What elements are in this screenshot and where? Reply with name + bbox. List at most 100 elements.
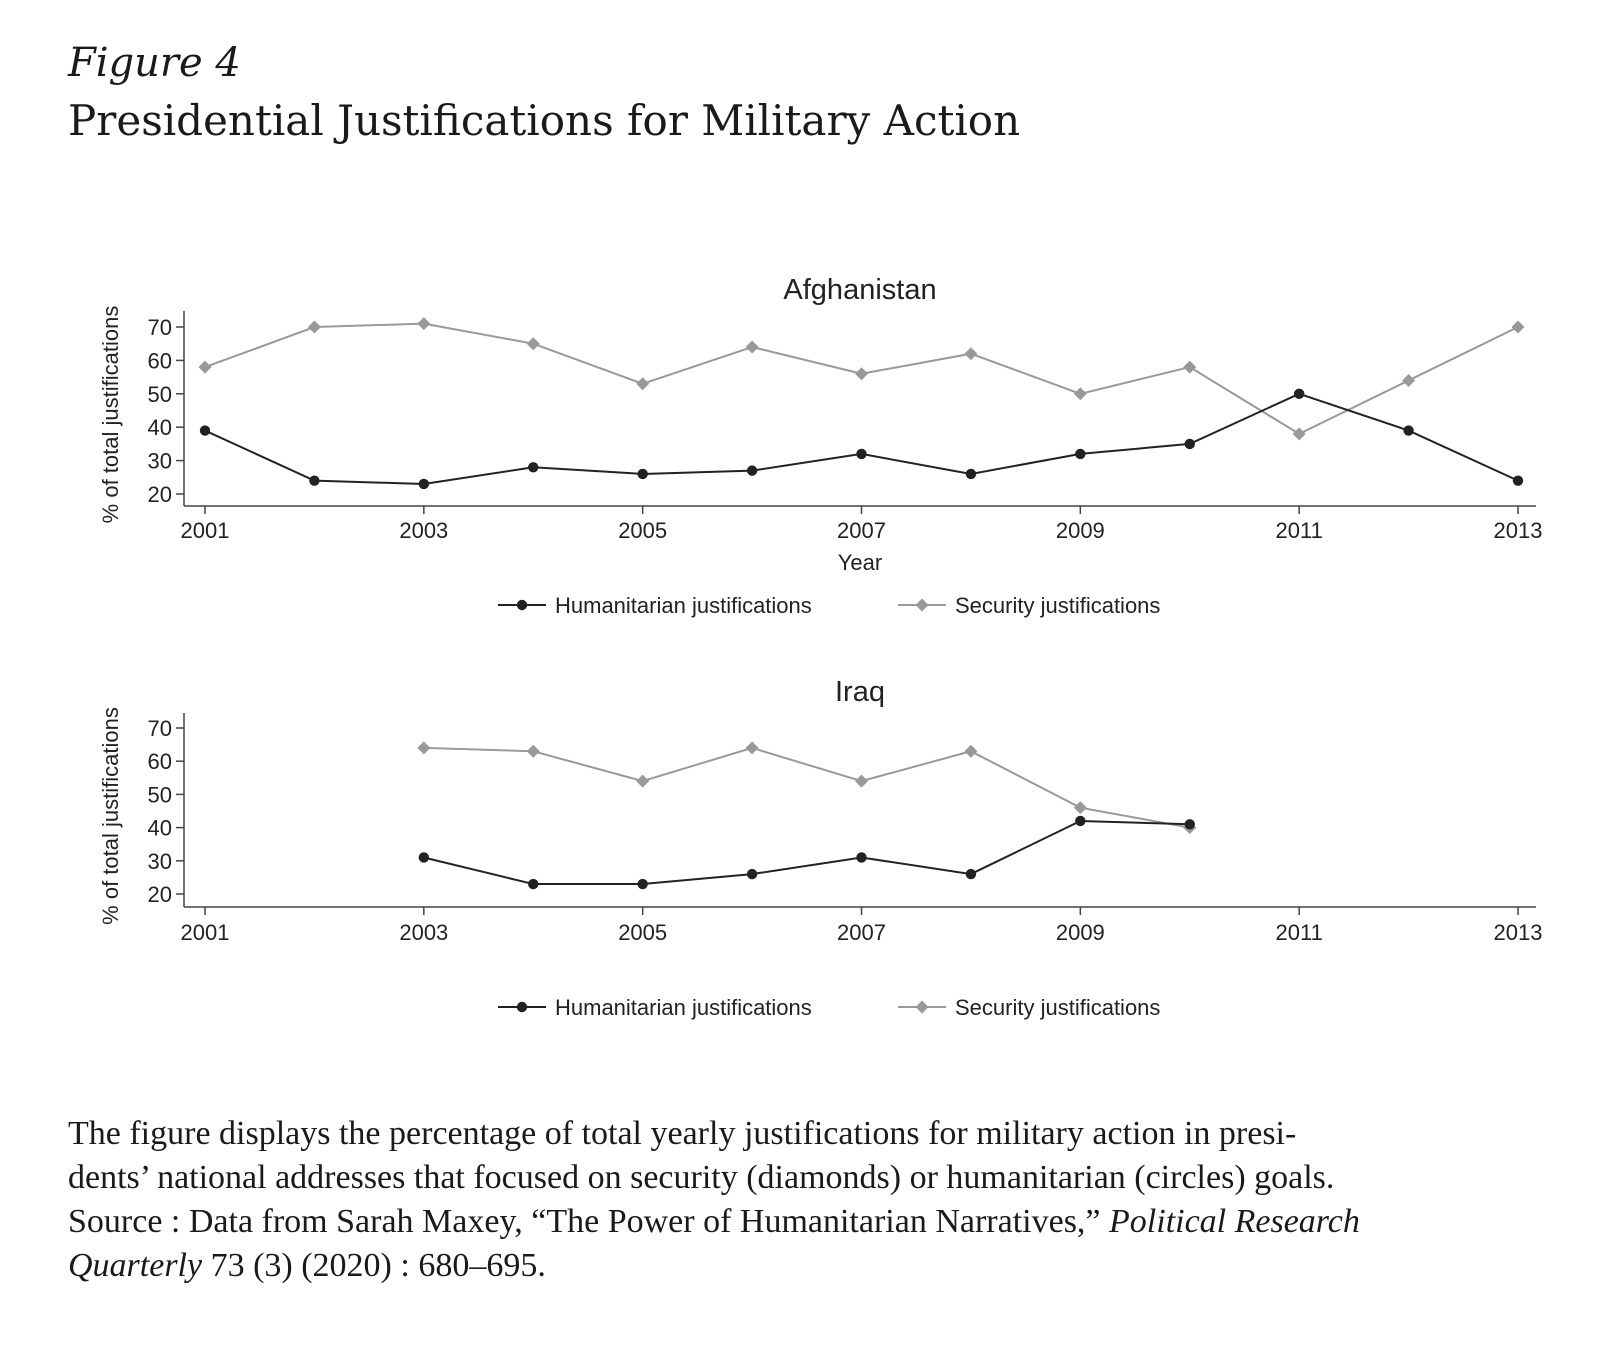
x-tick-label: 2001 — [181, 920, 230, 945]
legend-marker — [915, 598, 929, 612]
caption-journal-name-cont: Quarterly — [68, 1247, 203, 1284]
y-tick-label: 30 — [148, 449, 172, 474]
y-tick-label: 60 — [148, 749, 172, 774]
x-tick-label: 2013 — [1494, 920, 1543, 945]
y-tick-label: 40 — [148, 816, 172, 841]
security-point-2006 — [745, 340, 759, 354]
x-tick-label: 2009 — [1056, 518, 1105, 543]
humanitarian-point-2012 — [1403, 425, 1414, 436]
chart-title: Iraq — [835, 676, 885, 708]
series-humanitarian — [418, 815, 1195, 890]
humanitarian-point-2009 — [1075, 448, 1086, 460]
figure-caption: The figure displays the percentage of to… — [68, 1112, 1568, 1288]
caption-source-text: Source : Data from Sarah Maxey, “The Pow… — [68, 1203, 1110, 1240]
legend-marker — [516, 1001, 528, 1013]
humanitarian-point-2011 — [1293, 388, 1305, 399]
caption-line-1: The figure displays the percentage of to… — [68, 1115, 1297, 1152]
security-point-2004 — [526, 337, 540, 351]
humanitarian-point-2005 — [637, 878, 648, 890]
legend-marker — [915, 1000, 929, 1014]
security-point-2006 — [745, 741, 759, 755]
y-tick-label: 30 — [148, 849, 172, 874]
security-point-2005 — [636, 774, 650, 788]
series-security — [417, 741, 1197, 835]
x-tick-label: 2013 — [1494, 518, 1543, 543]
series-line — [204, 392, 1519, 485]
security-point-2002 — [307, 320, 321, 334]
humanitarian-point-2013 — [1512, 475, 1524, 486]
x-tick-label: 2003 — [399, 518, 448, 543]
y-tick-label: 50 — [148, 382, 172, 407]
humanitarian-point-2010 — [1184, 819, 1195, 830]
series-humanitarian — [199, 388, 1524, 490]
legend-label: Security justifications — [955, 995, 1160, 1020]
security-point-2007 — [855, 774, 868, 788]
x-tick-label: 2001 — [181, 518, 230, 543]
chart-legend: Humanitarian justifications Security just… — [498, 995, 1160, 1020]
y-tick-label: 60 — [148, 348, 172, 373]
y-tick-label: 20 — [148, 482, 172, 507]
humanitarian-point-2010 — [1184, 438, 1195, 450]
caption-line-4: Quarterly 73 (3) (2020) : 680–695. — [68, 1244, 1568, 1288]
series-line — [423, 819, 1190, 886]
chart-title: Afghanistan — [783, 274, 936, 306]
x-tick-label: 2007 — [837, 518, 886, 543]
security-point-2012 — [1402, 373, 1416, 387]
figure-label: Figure 4 — [68, 40, 241, 86]
humanitarian-point-2003 — [418, 478, 430, 490]
x-tick-label: 2009 — [1056, 920, 1105, 945]
humanitarian-point-2004 — [528, 462, 539, 473]
security-point-2003 — [417, 317, 431, 331]
chart-panel-iraq: Iraq 20 30 40 50 60 70 2001 2003 2005 2007 2009 2011… — [98, 676, 1542, 1020]
x-tick-label: 2005 — [618, 518, 667, 543]
caption-line-3: Source : Data from Sarah Maxey, “The Pow… — [68, 1200, 1568, 1244]
security-point-2004 — [526, 744, 540, 758]
y-tick-label: 50 — [148, 782, 172, 807]
humanitarian-point-2008 — [965, 468, 977, 480]
y-axis-label: % of total justifications — [98, 707, 123, 925]
humanitarian-point-2004 — [528, 878, 539, 890]
y-tick-label: 20 — [148, 882, 172, 907]
legend-label: Humanitarian justifications — [555, 593, 812, 618]
security-point-2011 — [1292, 427, 1306, 441]
legend-label: Humanitarian justifications — [555, 995, 812, 1020]
security-point-2001 — [198, 360, 212, 374]
legend-label: Security justifications — [955, 593, 1160, 618]
y-axis-label: % of total justifications — [98, 306, 123, 524]
chart-panel-afghanistan: Afghanistan 20 30 40 50 60 70 2001 2003 2005 2007 2… — [98, 274, 1542, 618]
chart-legend: Humanitarian justifications Security just… — [498, 593, 1160, 618]
humanitarian-point-2008 — [965, 868, 977, 880]
humanitarian-point-2006 — [746, 868, 758, 880]
security-point-2010 — [1183, 360, 1197, 374]
humanitarian-point-2005 — [637, 468, 648, 480]
humanitarian-point-2009 — [1075, 815, 1086, 827]
caption-citation: 73 (3) (2020) : 680–695. — [202, 1247, 546, 1284]
series-security — [198, 317, 1525, 441]
security-point-2009 — [1073, 387, 1087, 401]
security-point-2009 — [1073, 801, 1087, 815]
figure-title: Presidential Justifications for Military… — [68, 96, 1021, 145]
humanitarian-point-2006 — [746, 465, 758, 476]
humanitarian-point-2001 — [199, 425, 211, 436]
charts-canvas: Afghanistan 20 30 40 50 60 70 2001 2003 2005 2007 2… — [98, 274, 1542, 1020]
x-tick-label: 2011 — [1276, 518, 1323, 543]
caption-journal-name: Political Research — [1109, 1203, 1360, 1240]
security-point-2008 — [964, 347, 978, 361]
y-tick-label: 40 — [148, 415, 172, 440]
security-point-2005 — [636, 377, 650, 391]
series-line — [423, 746, 1190, 829]
humanitarian-point-2007 — [856, 852, 867, 863]
x-axis-label: Year — [838, 550, 882, 575]
humanitarian-point-2007 — [856, 448, 867, 460]
x-tick-label: 2007 — [837, 920, 886, 945]
security-point-2008 — [964, 744, 978, 758]
security-point-2013 — [1511, 320, 1525, 334]
x-tick-label: 2003 — [399, 920, 448, 945]
x-tick-label: 2011 — [1276, 920, 1323, 945]
humanitarian-point-2003 — [418, 852, 430, 863]
security-point-2003 — [417, 741, 431, 755]
y-tick-label: 70 — [148, 315, 172, 340]
caption-line-2: dents’ national addresses that focused o… — [68, 1159, 1335, 1196]
y-tick-label: 70 — [148, 716, 172, 741]
security-point-2007 — [855, 367, 868, 381]
